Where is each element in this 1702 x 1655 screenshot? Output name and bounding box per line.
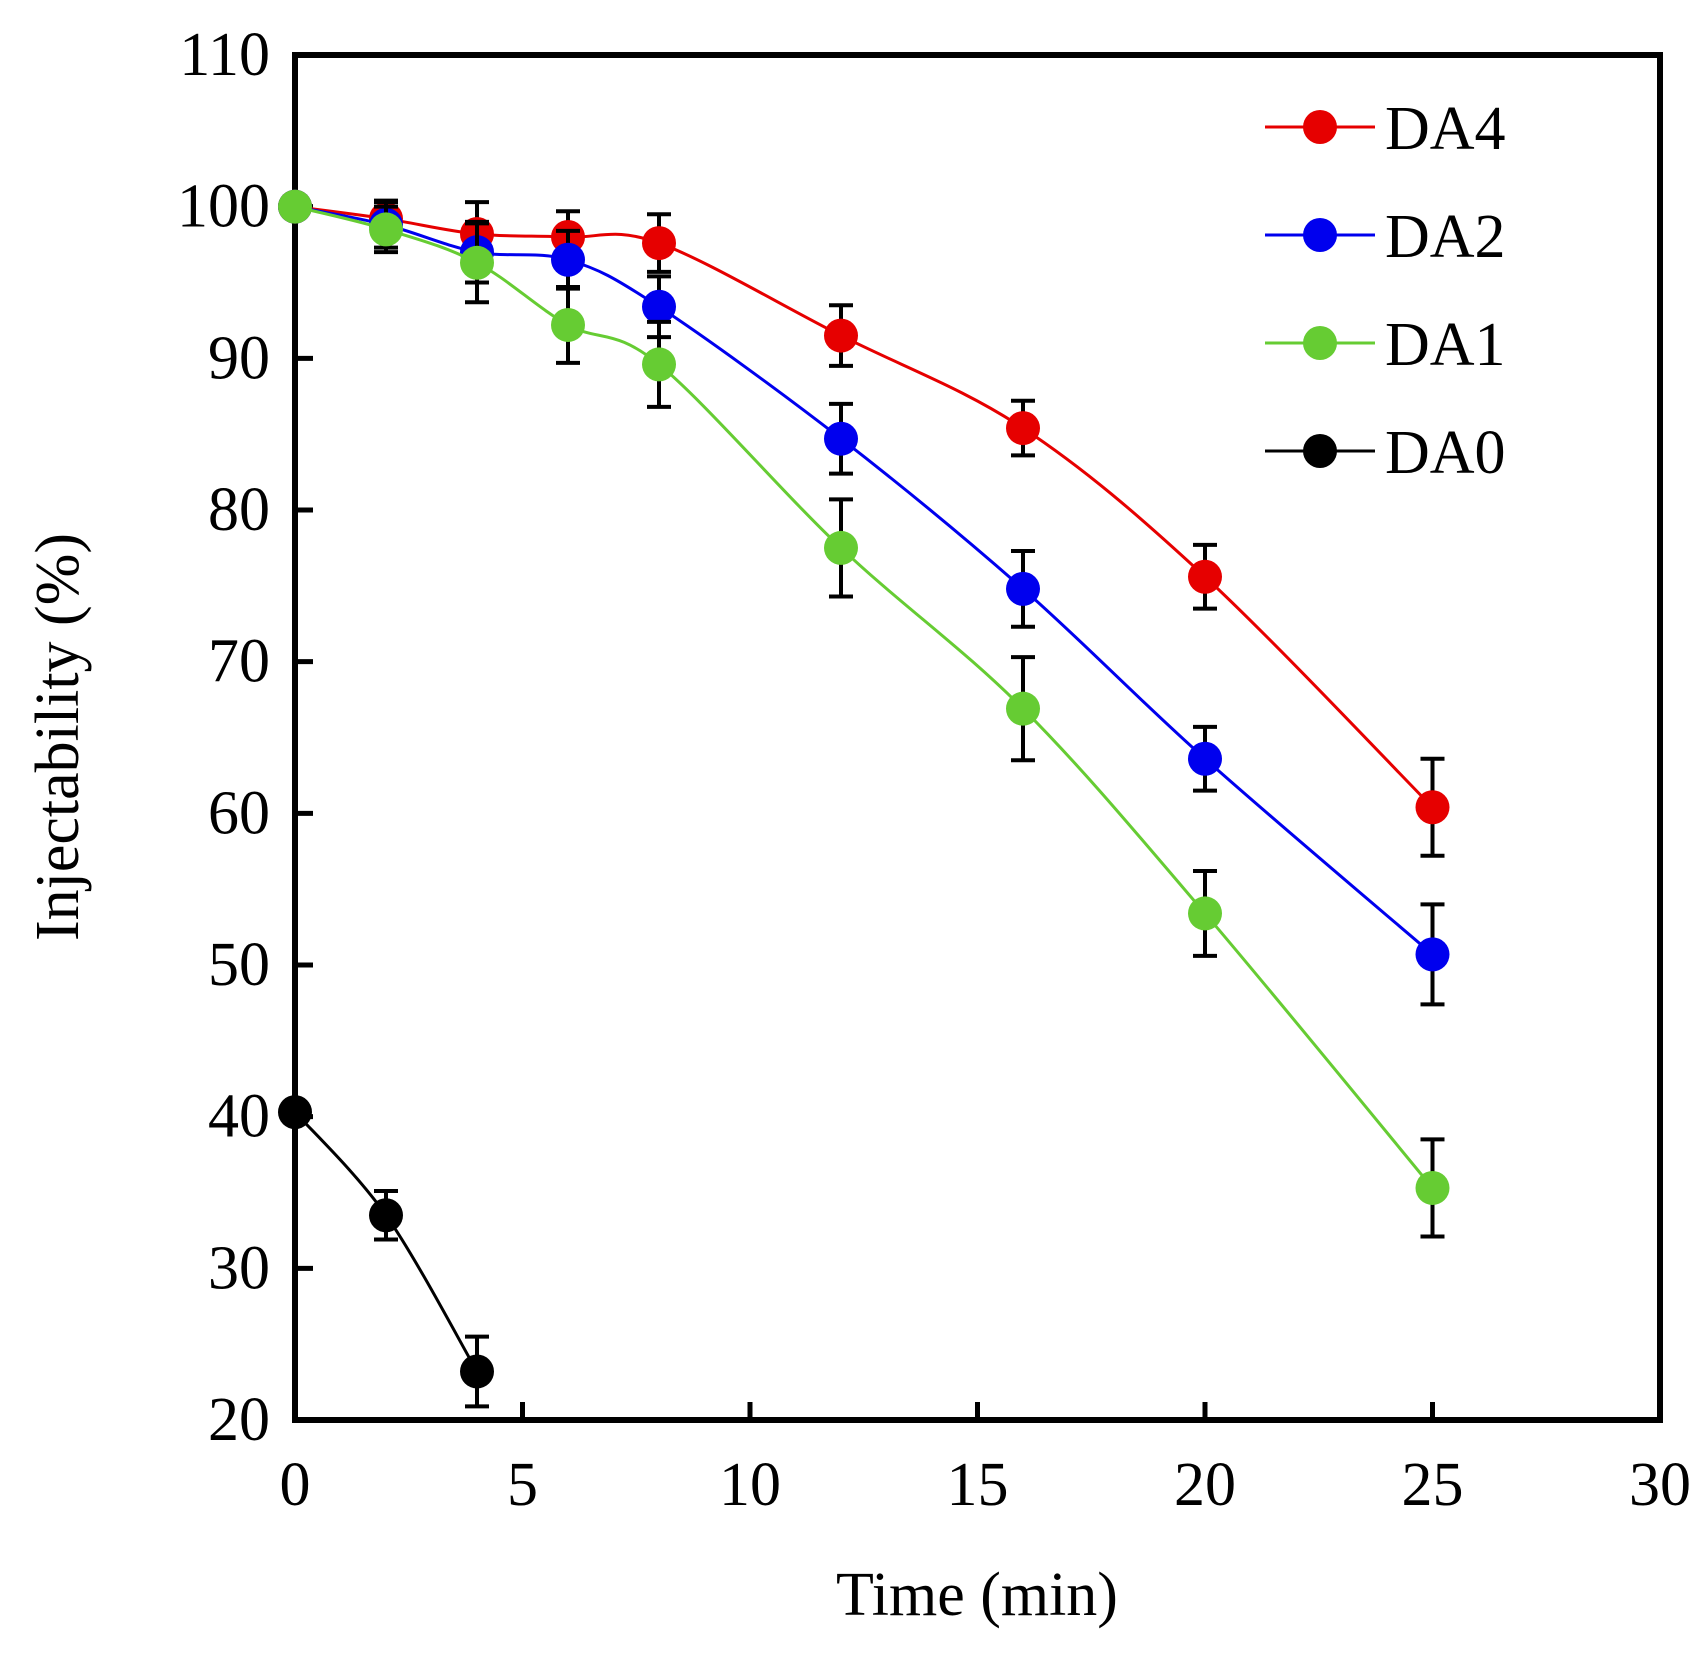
legend-label-da1: DA1 [1385,311,1506,379]
series-line-da0 [293,1111,479,1373]
legend-label-da4: DA4 [1385,95,1506,163]
data-point-da2 [1415,937,1450,972]
x-tick-label: 25 [1402,1451,1464,1519]
legend-marker-da4 [1303,110,1337,144]
data-point-da2 [642,289,676,324]
x-tick-label: 0 [280,1451,311,1519]
x-tick-label: 10 [719,1451,781,1519]
legend-marker-da0 [1303,434,1337,468]
data-point-da0 [369,1198,403,1233]
data-point-da2 [1006,571,1040,606]
data-point-da0 [460,1354,494,1389]
series-da4 [278,189,1450,858]
data-point-da1 [460,245,494,280]
data-point-da1 [369,212,403,247]
y-tick-label: 90 [208,324,270,392]
data-point-da1 [551,307,585,342]
x-tick-label: 5 [507,1451,538,1519]
data-point-da1 [278,189,312,224]
x-tick-label: 20 [1174,1451,1236,1519]
y-tick-label: 20 [208,1386,270,1454]
data-point-da1 [642,347,676,382]
y-tick-label: 70 [208,628,270,696]
data-point-da2 [551,242,585,277]
data-point-da1 [1188,896,1222,931]
legend-marker-da2 [1303,218,1337,252]
data-point-da1 [1415,1170,1450,1205]
y-tick-label: 60 [208,779,270,847]
data-point-da4 [1006,411,1040,446]
legend: DA4 DA2 DA1 DA0 [1265,95,1506,487]
y-tick-label: 110 [179,21,270,89]
data-point-da4 [824,318,858,353]
data-point-da2 [1188,741,1222,776]
data-point-da1 [824,530,858,565]
legend-item-da4: DA4 [1265,95,1506,163]
y-tick-label: 80 [208,476,270,544]
series-line-da2 [294,205,1434,956]
series-da1 [278,189,1450,1239]
data-point-da4 [1188,559,1222,594]
data-point-da0 [278,1095,312,1130]
series-line-da1 [294,205,1434,1189]
legend-item-da1: DA1 [1265,311,1506,379]
y-tick-label: 30 [208,1234,270,1302]
y-tick-label: 50 [208,931,270,999]
data-point-da2 [824,421,858,456]
legend-marker-da1 [1303,326,1337,360]
data-point-da4 [642,226,676,261]
y-tick-label: 100 [177,173,270,241]
x-tick-label: 30 [1629,1451,1691,1519]
x-tick-label: 15 [947,1451,1009,1519]
data-point-da4 [1415,790,1450,825]
x-axis-title: Time (min) [836,1561,1118,1629]
data-point-da1 [1006,691,1040,726]
y-tick-label: 40 [208,1083,270,1151]
legend-label-da0: DA0 [1385,419,1506,487]
y-axis-title: Injectability (%) [24,533,92,941]
series-line-da4 [294,205,1434,809]
series-da0 [278,1095,494,1409]
legend-item-da0: DA0 [1265,419,1506,487]
series-da2 [278,189,1450,1007]
legend-label-da2: DA2 [1385,203,1506,271]
legend-item-da2: DA2 [1265,203,1506,271]
axis-ticks: 20 30 40 50 60 70 80 90 100 110 0 5 10 15 20 25 30 [177,21,1691,1519]
series-layer [278,189,1450,1409]
